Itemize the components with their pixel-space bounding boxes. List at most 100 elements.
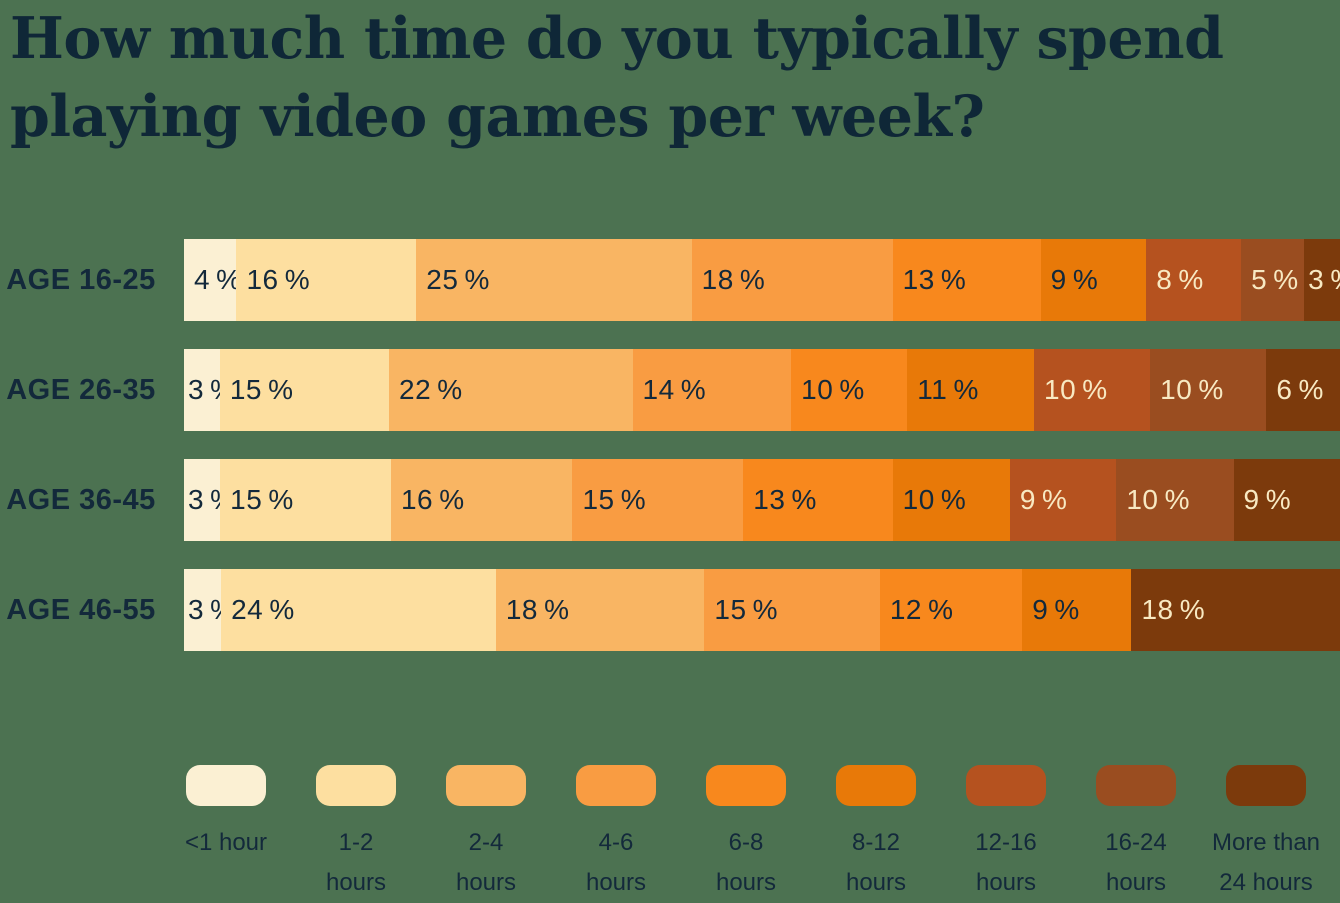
segment-value-label: 16 % [400,484,465,515]
bar-segment: 4 % [184,239,241,321]
legend-swatch [576,765,656,806]
chart-row: AGE 46-55 3 % 24 % 18 % 15 % 12 % 9 % 18 % [0,569,1340,651]
segment-value-label: 9 % [1019,484,1068,515]
row-label: AGE 46-55 [6,593,156,626]
legend-swatch [966,765,1046,806]
legend-item: 6-8 hours [681,765,811,903]
bar-segment: 9 % [1022,569,1132,651]
segment-value-label: 18 % [701,264,766,295]
bar-segment: 5 % [1241,239,1305,321]
segment-value-label: 15 % [582,484,647,515]
legend-label-line: 6-8 [728,829,764,856]
segment-value-label: 9 % [1050,264,1099,295]
row-label: AGE 26-35 [6,373,156,406]
segment-value-label: 14 % [642,374,707,405]
segment-value-label: 15 % [714,594,779,625]
segment-value-label: 24 % [231,594,295,625]
bar-segment: 3 % [184,569,235,651]
stacked-bar: 3 % 15 % 16 % 15 % 13 % 10 % 9 % 10 % 9 % [184,459,1340,541]
segment-value-label: 6 % [1276,374,1324,405]
bar-segment: 24 % [221,569,496,651]
legend-label-line: hours [975,869,1037,896]
bar-segment: 13 % [892,239,1041,321]
legend-label-line: More than [1211,829,1321,856]
page-title-line-1: How much time do you typically spend [10,5,1224,72]
segment-value-label: 18 % [1141,594,1206,625]
bar-segment: 8 % [1146,239,1242,321]
legend-label: 8-12 hours [846,823,906,903]
legend-item: 8-12 hours [811,765,941,903]
bar-segment: 9 % [1009,459,1117,541]
bar-segment: 15 % [220,459,391,541]
page-title-line-2: playing video games per week? [10,83,985,150]
bar-segment: 10 % [1034,349,1151,431]
legend-label-line: 1-2 [338,829,374,856]
segment-value-label: 13 % [902,264,967,295]
segment-value-label: 11 % [917,374,979,405]
bar-segment: 12 % [879,569,1023,651]
bar-segment: 10 % [892,459,1010,541]
segment-value-label: 15 % [229,374,294,405]
chart-row: AGE 36-45 3 % 15 % 16 % 15 % 13 % 10 % 9 % 10 % 9… [0,459,1340,541]
segment-value-label: 3 % [1308,264,1340,295]
segment-value-label: 8 % [1156,264,1204,295]
bar-segment: 18 % [1131,569,1340,651]
legend-item: More than 24 hours [1201,765,1331,903]
segment-value-label: 16 % [246,264,311,295]
legend-label-line: 2-4 [468,829,504,856]
legend-swatch [706,765,786,806]
segment-value-label: 5 % [1251,264,1299,295]
segment-value-label: 15 % [230,484,294,515]
segment-value-label: 10 % [1160,374,1224,405]
legend-label: 1-2 hours [326,823,386,903]
bar-segment: 13 % [743,459,893,541]
legend-swatch [186,765,266,806]
legend-item: 12-16 hours [941,765,1071,903]
page-title: How much time do you typically spend pla… [10,0,1270,156]
segment-value-label: 10 % [801,374,865,405]
legend-label-line: 16-24 [1105,829,1167,856]
legend-label-line: 24 hours [1219,869,1313,896]
legend-label-line: <1 hour [184,829,268,856]
legend-item: 2-4 hours [421,765,551,903]
legend-item: <1 hour [161,765,291,903]
bar-segment: 9 % [1233,459,1340,541]
segment-value-label: 10 % [902,484,967,515]
legend-label-line: 12-16 [975,829,1037,856]
legend-label-line: 8-12 [851,829,901,856]
bar-segment: 15 % [219,349,390,431]
legend-item: 1-2 hours [291,765,421,903]
bar-segment: 16 % [236,239,417,321]
bar-segment: 14 % [632,349,792,431]
legend-label: 12-16 hours [975,823,1036,903]
segment-value-label: 10 % [1126,484,1190,515]
bar-segment: 10 % [1150,349,1267,431]
stacked-bar-chart: AGE 16-254 %16 %25 %18 %13 %9 %8 %5 %3 %… [0,239,1340,679]
bar-segment: 18 % [495,569,705,651]
bar-segment: 9 % [1040,239,1147,321]
legend-label: 4-6 hours [586,823,646,903]
legend-swatch [446,765,526,806]
stacked-bar: 3 % 24 % 18 % 15 % 12 % 9 % 18 % [184,569,1340,651]
legend-item: 16-24 hours [1071,765,1201,903]
stacked-bar: 4 %16 % 25 % 18 % 13 % 9 % 8 % 5 % 3 % [184,239,1340,321]
legend-label-line: hours [1105,869,1167,896]
legend: <1 hour 1-2 hours 2-4 hours 4-6 hours 6-8 hours 8… [161,765,1331,903]
legend-label-line: hours [845,869,907,896]
legend-swatch [1226,765,1306,806]
bar-segment: 18 % [691,239,893,321]
legend-label: <1 hour [185,823,267,863]
bar-segment: 15 % [572,459,744,541]
legend-item: 4-6 hours [551,765,681,903]
row-label: AGE 36-45 [6,483,156,516]
bar-segment: 10 % [1116,459,1234,541]
segment-value-label: 12 % [889,594,954,625]
legend-swatch [1096,765,1176,806]
bar-segment: 22 % [389,349,633,431]
bar-segment: 11 % [907,349,1035,431]
chart-row: AGE 26-35 3 % 15 % 22 % 14 % 10 % 11 % 10 % 10 %… [0,349,1340,431]
legend-swatch [836,765,916,806]
legend-label: 6-8 hours [716,823,776,903]
legend-label-line: hours [715,869,777,896]
stacked-bar: 3 % 15 % 22 % 14 % 10 % 11 % 10 % 10 % 6 % [184,349,1340,431]
